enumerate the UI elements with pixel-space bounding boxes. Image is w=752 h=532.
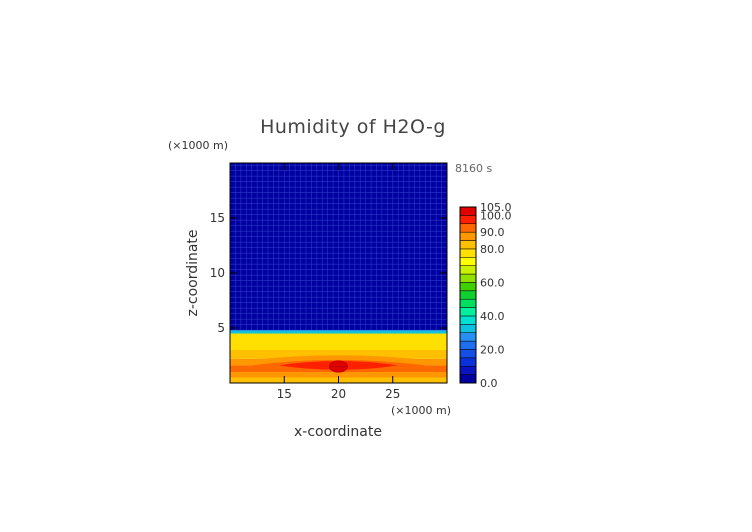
colorbar-swatch <box>459 332 477 342</box>
x-tick-label: 15 <box>277 387 292 401</box>
y-tick-label: 10 <box>210 266 225 280</box>
colorbar-swatch <box>459 315 477 325</box>
colorbar-swatch <box>459 248 477 258</box>
colorbar-label: 80.0 <box>480 243 505 256</box>
colorbar-swatch <box>459 223 477 233</box>
colorbar-label: 105.0 <box>480 201 512 214</box>
humidity-band <box>230 350 447 359</box>
colorbar-swatch <box>459 240 477 250</box>
colorbar-swatch <box>459 282 477 292</box>
colorbar-label: 90.0 <box>480 226 505 239</box>
colorbar-swatch <box>459 340 477 350</box>
colorbar-swatch <box>459 349 477 359</box>
colorbar-swatch <box>459 290 477 300</box>
colorbar-swatch <box>459 257 477 266</box>
humidity-band <box>230 330 447 334</box>
colorbar-label: 20.0 <box>480 343 505 356</box>
colorbar-swatch <box>459 324 477 333</box>
chart-title: Humidity of H2O-g <box>260 116 446 138</box>
y-unit-label: (×1000 m) <box>168 139 228 152</box>
colorbar-swatch <box>459 298 477 308</box>
colorbar-swatch <box>459 307 477 317</box>
colorbar-swatch <box>459 374 477 384</box>
colorbar-label: 40.0 <box>480 310 505 323</box>
colorbar-label: 0.0 <box>480 377 498 390</box>
x-tick-label: 20 <box>331 387 346 401</box>
colorbar-swatch <box>459 365 477 375</box>
colorbar-swatch <box>459 215 477 225</box>
colorbar-swatch <box>459 357 477 367</box>
y-tick-label: 5 <box>217 321 225 335</box>
colorbar-swatch <box>459 206 477 216</box>
colorbar <box>459 206 477 384</box>
y-tick-label: 15 <box>210 211 225 225</box>
y-axis-ticks: 5 10 15 <box>210 211 447 335</box>
colorbar-label: 60.0 <box>480 276 505 289</box>
colorbar-frame <box>459 206 477 384</box>
time-label: 8160 s <box>455 162 492 175</box>
humidity-band <box>230 372 447 378</box>
x-unit-label: (×1000 m) <box>391 404 451 417</box>
y-axis-title: z-coordinate <box>185 229 201 316</box>
colorbar-swatch <box>459 265 477 275</box>
humidity-band <box>230 333 447 350</box>
x-axis-ticks: 15 20 25 <box>277 163 400 401</box>
colorbar-label: 100.0 <box>480 209 512 222</box>
colorbar-swatch <box>459 231 477 241</box>
plot-grid <box>230 163 447 331</box>
colorbar-swatch <box>459 273 477 283</box>
x-axis-title: x-coordinate <box>294 424 382 440</box>
x-tick-label: 25 <box>385 387 400 401</box>
